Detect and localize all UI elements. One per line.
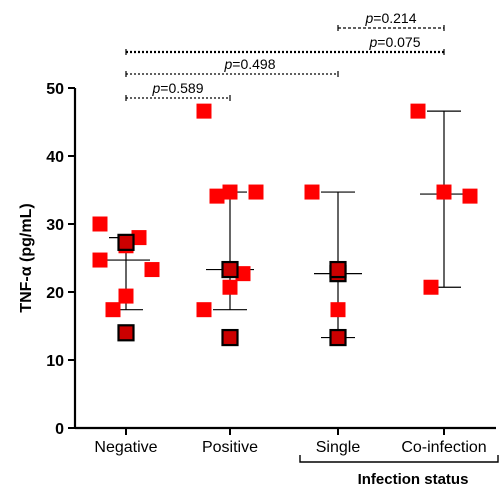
y-tick-label: 10 xyxy=(46,353,64,370)
p-value-label: p=0.498 xyxy=(223,56,275,72)
y-tick-label: 30 xyxy=(46,217,64,234)
x-tick-label: Positive xyxy=(202,439,258,456)
data-point xyxy=(222,184,238,200)
y-tick-label: 40 xyxy=(46,149,64,166)
x-tick-label: Negative xyxy=(94,439,157,456)
data-point xyxy=(330,302,346,318)
summary-lines xyxy=(102,110,468,339)
y-tick-label: 0 xyxy=(55,421,64,438)
outlined-data-point xyxy=(221,260,239,279)
data-point xyxy=(105,302,121,318)
outlined-data-point xyxy=(117,324,135,342)
y-tick-label: 50 xyxy=(46,81,64,98)
group-bracket xyxy=(299,455,499,463)
data-point xyxy=(235,266,251,282)
group-bracket-line xyxy=(299,455,499,463)
p-value-label: p=0.589 xyxy=(151,80,203,96)
data-points xyxy=(92,103,478,347)
data-point xyxy=(118,288,134,304)
x-tick-label: Co-infection xyxy=(401,439,486,456)
group-label: Infection status xyxy=(358,471,469,488)
axes: 0 10 20 30 40 50 Negative Positive Single Co-infe… xyxy=(46,81,496,456)
outlined-data-point xyxy=(329,328,347,347)
data-point xyxy=(248,184,264,200)
data-point xyxy=(92,216,108,232)
data-point xyxy=(222,279,238,295)
data-point xyxy=(410,103,426,119)
p-value-label: p=0.075 xyxy=(368,34,420,50)
data-point xyxy=(196,302,212,318)
outlined-data-point xyxy=(221,328,239,347)
data-point xyxy=(304,184,320,200)
data-point xyxy=(209,188,225,204)
comparison-brackets: p=0.214 p=0.075 p=0.498 p=0.589 xyxy=(125,10,445,101)
data-point xyxy=(196,103,212,119)
y-tick-label: 20 xyxy=(46,285,64,302)
y-axis-label: TNF-α (pg/mL) xyxy=(18,203,35,312)
outlined-data-point xyxy=(117,233,135,251)
p-value-label: p=0.214 xyxy=(364,10,416,26)
data-point xyxy=(436,184,452,200)
data-point xyxy=(423,279,439,295)
data-point xyxy=(144,262,160,278)
data-point xyxy=(131,230,147,246)
outlined-data-point xyxy=(329,260,347,279)
x-tick-label: Single xyxy=(316,439,361,456)
data-point xyxy=(462,188,478,204)
data-point xyxy=(92,252,108,268)
